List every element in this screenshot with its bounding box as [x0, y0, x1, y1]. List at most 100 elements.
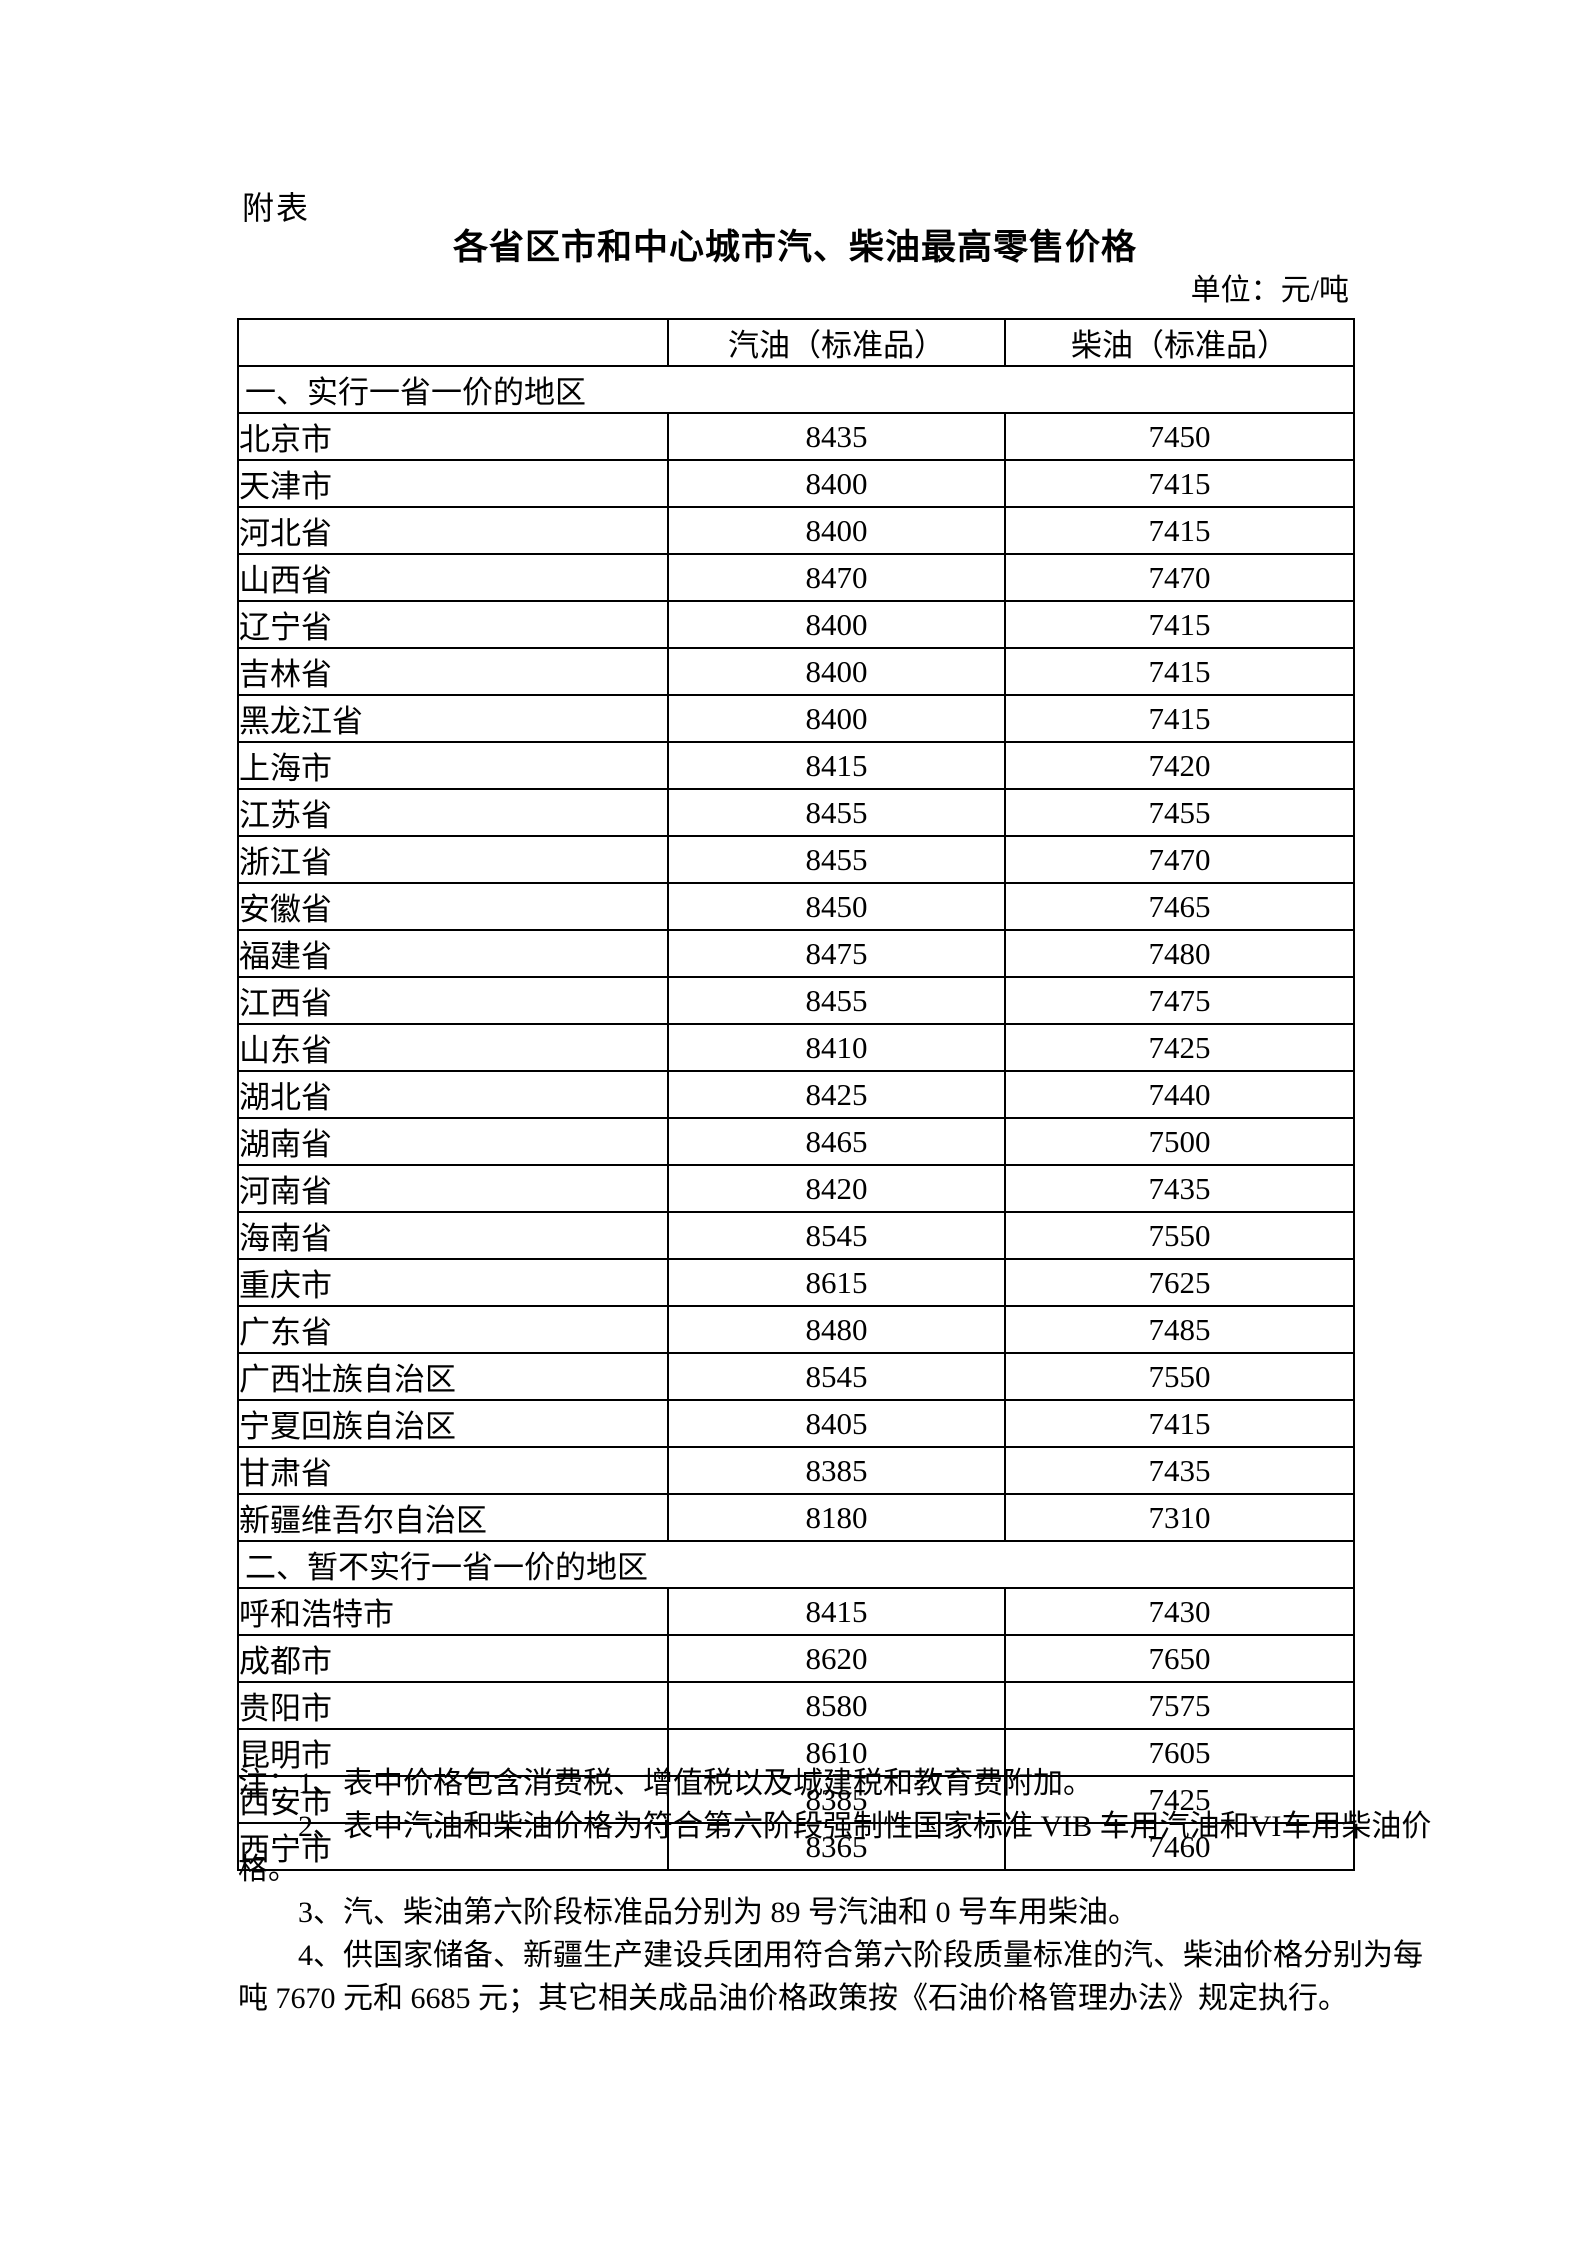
table-row: 成都市 8620 7650 — [237, 1634, 1355, 1683]
diesel-price-cell: 7425 — [1004, 1775, 1355, 1824]
region-cell: 新疆维吾尔自治区 — [237, 1493, 669, 1542]
table-row: 江苏省 8455 7455 — [237, 788, 1355, 837]
gasoline-price-cell: 8475 — [667, 929, 1006, 978]
table-row: 重庆市 8615 7625 — [237, 1258, 1355, 1307]
gasoline-price-cell: 8400 — [667, 694, 1006, 743]
region-cell: 江西省 — [237, 976, 669, 1025]
note-line: 格。 — [238, 1853, 298, 1886]
gasoline-price-cell: 8455 — [667, 976, 1006, 1025]
gasoline-price-cell: 8620 — [667, 1634, 1006, 1683]
region-cell: 海南省 — [237, 1211, 669, 1260]
region-cell: 福建省 — [237, 929, 669, 978]
region-cell: 黑龙江省 — [237, 694, 669, 743]
table-row: 宁夏回族自治区 8405 7415 — [237, 1399, 1355, 1448]
gasoline-price-cell: 8400 — [667, 506, 1006, 555]
table-row: 福建省 8475 7480 — [237, 929, 1355, 978]
section-header: 二、暂不实行一省一价的地区 — [237, 1540, 1355, 1589]
region-cell: 贵阳市 — [237, 1681, 669, 1730]
gasoline-price-cell: 8400 — [667, 600, 1006, 649]
unit-label: 单位：元/吨 — [1190, 274, 1349, 307]
region-cell: 重庆市 — [237, 1258, 669, 1307]
gasoline-price-cell: 8400 — [667, 459, 1006, 508]
region-cell: 昆明市 — [237, 1728, 669, 1777]
gasoline-price-cell: 8415 — [667, 1587, 1006, 1636]
gasoline-price-cell: 8180 — [667, 1493, 1006, 1542]
table-row: 广西壮族自治区 8545 7550 — [237, 1352, 1355, 1401]
gasoline-price-cell: 8385 — [667, 1446, 1006, 1495]
diesel-column-header: 柴油（标准品） — [1004, 318, 1355, 367]
note-line: 吨 7670 元和 6685 元；其它相关成品油价格政策按《石油价格管理办法》规… — [238, 1982, 1348, 2015]
table-row: 山西省 8470 7470 — [237, 553, 1355, 602]
diesel-price-cell: 7500 — [1004, 1117, 1355, 1166]
diesel-price-cell: 7470 — [1004, 835, 1355, 884]
price-table: 汽油（标准品） 柴油（标准品） 一、实行一省一价的地区 北京市 8435 7450 天津… — [237, 318, 1355, 1871]
region-cell: 北京市 — [237, 412, 669, 461]
diesel-price-cell: 7435 — [1004, 1446, 1355, 1495]
gasoline-price-cell: 8470 — [667, 553, 1006, 602]
diesel-price-cell: 7435 — [1004, 1164, 1355, 1213]
attachment-label: 附表 — [242, 190, 311, 226]
region-cell: 成都市 — [237, 1634, 669, 1683]
region-cell: 天津市 — [237, 459, 669, 508]
gasoline-price-cell: 8365 — [667, 1822, 1006, 1871]
region-cell: 河北省 — [237, 506, 669, 555]
gasoline-price-cell: 8545 — [667, 1352, 1006, 1401]
section-header: 一、实行一省一价的地区 — [237, 365, 1355, 414]
region-cell: 湖北省 — [237, 1070, 669, 1119]
gasoline-price-cell: 8435 — [667, 412, 1006, 461]
diesel-price-cell: 7415 — [1004, 459, 1355, 508]
diesel-price-cell: 7450 — [1004, 412, 1355, 461]
diesel-price-cell: 7310 — [1004, 1493, 1355, 1542]
region-cell: 辽宁省 — [237, 600, 669, 649]
gasoline-price-cell: 8455 — [667, 788, 1006, 837]
gasoline-price-cell: 8465 — [667, 1117, 1006, 1166]
diesel-price-cell: 7440 — [1004, 1070, 1355, 1119]
region-cell: 吉林省 — [237, 647, 669, 696]
gasoline-price-cell: 8425 — [667, 1070, 1006, 1119]
gasoline-price-cell: 8400 — [667, 647, 1006, 696]
gasoline-price-cell: 8455 — [667, 835, 1006, 884]
table-row: 安徽省 8450 7465 — [237, 882, 1355, 931]
table-row: 天津市 8400 7415 — [237, 459, 1355, 508]
gasoline-price-cell: 8405 — [667, 1399, 1006, 1448]
diesel-price-cell: 7550 — [1004, 1352, 1355, 1401]
note-line: 2、表中汽油和柴油价格为符合第六阶段强制性国家标准 VIB 车用汽油和VI车用柴… — [298, 1810, 1432, 1843]
diesel-price-cell: 7415 — [1004, 1399, 1355, 1448]
gasoline-price-cell: 8480 — [667, 1305, 1006, 1354]
table-row: 西安市 8385 7425 — [237, 1775, 1355, 1824]
region-cell: 河南省 — [237, 1164, 669, 1213]
diesel-price-cell: 7625 — [1004, 1258, 1355, 1307]
note-line: 3、汽、柴油第六阶段标准品分别为 89 号汽油和 0 号车用柴油。 — [298, 1896, 1138, 1929]
gasoline-price-cell: 8610 — [667, 1728, 1006, 1777]
region-cell: 山西省 — [237, 553, 669, 602]
gasoline-price-cell: 8615 — [667, 1258, 1006, 1307]
section-header-row: 一、实行一省一价的地区 — [237, 365, 1355, 414]
diesel-price-cell: 7485 — [1004, 1305, 1355, 1354]
diesel-price-cell: 7415 — [1004, 506, 1355, 555]
diesel-price-cell: 7480 — [1004, 929, 1355, 978]
region-cell: 宁夏回族自治区 — [237, 1399, 669, 1448]
table-row: 甘肃省 8385 7435 — [237, 1446, 1355, 1495]
region-cell: 西宁市 — [237, 1822, 669, 1871]
table-header-row: 汽油（标准品） 柴油（标准品） — [237, 318, 1355, 367]
diesel-price-cell: 7415 — [1004, 694, 1355, 743]
diesel-price-cell: 7650 — [1004, 1634, 1355, 1683]
diesel-price-cell: 7465 — [1004, 882, 1355, 931]
diesel-price-cell: 7415 — [1004, 647, 1355, 696]
region-cell: 上海市 — [237, 741, 669, 790]
price-table-body: 一、实行一省一价的地区 北京市 8435 7450 天津市 8400 7415 河北省 8400… — [237, 365, 1355, 1871]
table-row: 辽宁省 8400 7415 — [237, 600, 1355, 649]
diesel-price-cell: 7550 — [1004, 1211, 1355, 1260]
gasoline-price-cell: 8545 — [667, 1211, 1006, 1260]
gasoline-price-cell: 8385 — [667, 1775, 1006, 1824]
gasoline-price-cell: 8415 — [667, 741, 1006, 790]
note-line: 4、供国家储备、新疆生产建设兵团用符合第六阶段质量标准的汽、柴油价格分别为每 — [298, 1939, 1423, 1972]
region-cell: 安徽省 — [237, 882, 669, 931]
table-row: 江西省 8455 7475 — [237, 976, 1355, 1025]
table-row: 浙江省 8455 7470 — [237, 835, 1355, 884]
gasoline-price-cell: 8420 — [667, 1164, 1006, 1213]
region-cell: 浙江省 — [237, 835, 669, 884]
table-row: 新疆维吾尔自治区 8180 7310 — [237, 1493, 1355, 1542]
diesel-price-cell: 7425 — [1004, 1023, 1355, 1072]
region-cell: 山东省 — [237, 1023, 669, 1072]
